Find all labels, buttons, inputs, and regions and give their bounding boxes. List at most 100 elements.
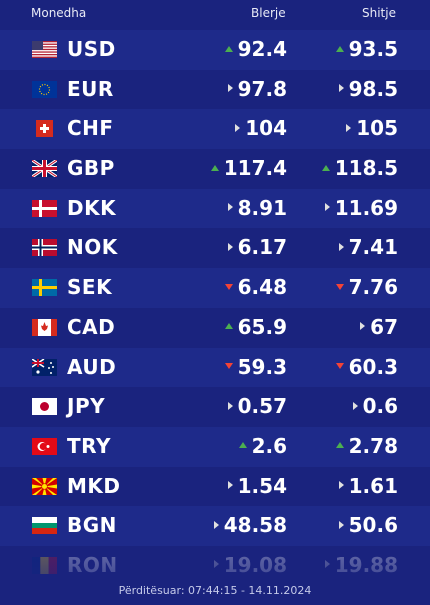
arrow-right-icon — [227, 203, 233, 212]
arrow-right-icon — [227, 401, 233, 410]
buy-value: 8.91 — [227, 196, 287, 220]
arrow-down-icon — [335, 283, 344, 290]
arrow-right-icon — [352, 401, 358, 410]
arrow-right-icon — [338, 242, 344, 251]
table-header: Monedha Blerje Shitje — [0, 0, 430, 28]
arrow-right-icon — [346, 123, 352, 132]
arrow-right-icon — [235, 123, 241, 132]
eu-flag-icon — [32, 80, 57, 98]
currency-code: NOK — [67, 235, 118, 260]
denmark-flag-icon — [32, 199, 57, 217]
table-row: AUD 59.3 60.3 — [0, 347, 430, 388]
table-row: CHF 104 105 — [0, 109, 430, 150]
table-row: MKD 1.54 1.61 — [0, 466, 430, 507]
sweden-flag-icon — [32, 279, 57, 297]
norway-flag-icon — [32, 239, 57, 257]
sell-value: 7.41 — [338, 235, 398, 259]
sell-value: 0.6 — [352, 394, 398, 418]
arrow-down-icon — [335, 363, 344, 369]
sell-value: 1.61 — [338, 474, 398, 498]
currency-code: BGN — [67, 513, 117, 538]
switzerland-flag-icon — [32, 120, 57, 138]
table-row: NOK 6.17 7.41 — [0, 228, 430, 269]
sell-value: 60.3 — [335, 355, 398, 379]
table-row: DKK 8.91 11.69 — [0, 188, 430, 229]
table-row: JPY 0.57 0.6 — [0, 387, 430, 427]
currency-code: JPY — [67, 394, 106, 419]
currency-code: RON — [67, 552, 118, 577]
arrow-right-icon — [227, 481, 233, 490]
sell-value: 7.76 — [335, 275, 398, 299]
arrow-right-icon — [227, 84, 233, 93]
currency-code: AUD — [67, 354, 117, 379]
buy-value: 104 — [235, 116, 287, 140]
currency-code: CAD — [67, 314, 116, 339]
currency-code: CHF — [67, 116, 114, 141]
currency-code: EUR — [67, 76, 114, 101]
buy-value: 97.8 — [227, 77, 287, 101]
buy-value: 6.17 — [227, 235, 287, 259]
buy-value: 48.58 — [213, 513, 287, 537]
header-buy: Blerje — [251, 6, 286, 20]
table-row: CAD 65.9 67 — [0, 307, 430, 348]
japan-flag-icon — [32, 398, 57, 416]
currency-code: TRY — [67, 433, 111, 458]
table-row: SEK 6.48 7.76 — [0, 268, 430, 308]
arrow-right-icon — [213, 560, 219, 569]
uk-flag-icon — [32, 160, 57, 178]
table-row: TRY 2.6 2.78 — [0, 426, 430, 467]
table-row: EUR 97.8 98.5 — [0, 69, 430, 110]
bulgaria-flag-icon — [32, 517, 57, 535]
arrow-right-icon — [324, 203, 330, 212]
sell-value: 93.5 — [335, 37, 398, 61]
arrow-down-icon — [224, 363, 233, 369]
arrow-up-icon — [321, 164, 330, 171]
arrow-right-icon — [360, 322, 366, 331]
sell-value: 98.5 — [338, 77, 398, 101]
buy-value: 65.9 — [224, 315, 287, 339]
currency-code: USD — [67, 37, 116, 61]
arrow-right-icon — [213, 520, 219, 529]
sell-value: 105 — [346, 116, 398, 140]
buy-value: 59.3 — [224, 355, 287, 379]
header-sell: Shitje — [362, 6, 396, 20]
arrow-up-icon — [210, 164, 219, 171]
usa-flag-icon — [32, 41, 57, 58]
table-row: BGN 48.58 50.6 — [0, 506, 430, 546]
arrow-right-icon — [324, 560, 330, 569]
north-macedonia-flag-icon — [32, 477, 57, 495]
updated-timestamp: Përditësuar: 07:44:15 - 14.11.2024 — [118, 584, 312, 597]
currency-code: SEK — [67, 275, 113, 300]
romania-flag-icon — [32, 556, 57, 574]
currency-code: DKK — [67, 195, 117, 220]
arrow-up-icon — [238, 442, 247, 449]
turkey-flag-icon — [32, 437, 57, 455]
sell-value: 118.5 — [321, 156, 398, 180]
arrow-right-icon — [338, 520, 344, 529]
rates-table: USD 92.4 93.5 EUR 97.8 98.5 CHF 104 105 … — [0, 30, 430, 586]
arrow-up-icon — [224, 45, 233, 52]
arrow-right-icon — [338, 84, 344, 93]
sell-value: 19.88 — [324, 553, 398, 577]
arrow-up-icon — [224, 323, 233, 330]
sell-value: 11.69 — [324, 196, 398, 220]
arrow-down-icon — [224, 283, 233, 290]
header-currency: Monedha — [31, 6, 87, 20]
buy-value: 92.4 — [224, 37, 287, 61]
table-row: USD 92.4 93.5 — [0, 30, 430, 70]
sell-value: 67 — [360, 315, 398, 339]
arrow-right-icon — [227, 242, 233, 251]
sell-value: 2.78 — [335, 434, 398, 458]
arrow-up-icon — [335, 45, 344, 52]
table-row: GBP 117.4 118.5 — [0, 149, 430, 189]
buy-value: 1.54 — [227, 474, 287, 498]
australia-flag-icon — [32, 358, 57, 376]
currency-code: MKD — [67, 473, 121, 498]
buy-value: 0.57 — [227, 394, 287, 418]
buy-value: 117.4 — [210, 156, 287, 180]
canada-flag-icon — [32, 318, 57, 336]
currency-code: GBP — [67, 156, 115, 181]
buy-value: 6.48 — [224, 275, 287, 299]
arrow-up-icon — [335, 442, 344, 449]
buy-value: 19.08 — [213, 553, 287, 577]
